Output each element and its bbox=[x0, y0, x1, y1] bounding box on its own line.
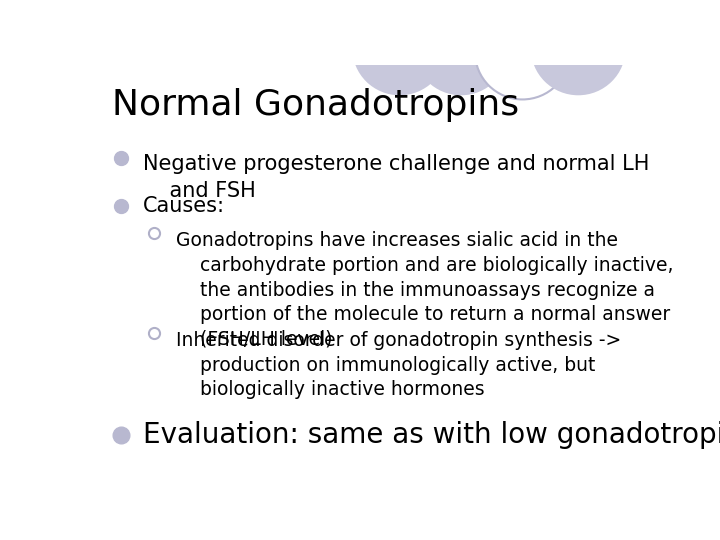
Text: Normal Gonadotropins: Normal Gonadotropins bbox=[112, 87, 519, 122]
Text: Inherited disorder of gonadotropin synthesis ->
    production on immunologicall: Inherited disorder of gonadotropin synth… bbox=[176, 331, 622, 399]
Ellipse shape bbox=[413, 1, 508, 95]
Text: Causes:: Causes: bbox=[143, 196, 225, 216]
Ellipse shape bbox=[352, 1, 447, 95]
Text: Negative progesterone challenge and normal LH
    and FSH: Negative progesterone challenge and norm… bbox=[143, 154, 649, 200]
Text: Evaluation: same as with low gonadotropins: Evaluation: same as with low gonadotropi… bbox=[143, 421, 720, 449]
Ellipse shape bbox=[531, 1, 626, 95]
Ellipse shape bbox=[475, 5, 570, 99]
Text: Gonadotropins have increases sialic acid in the
    carbohydrate portion and are: Gonadotropins have increases sialic acid… bbox=[176, 231, 674, 349]
